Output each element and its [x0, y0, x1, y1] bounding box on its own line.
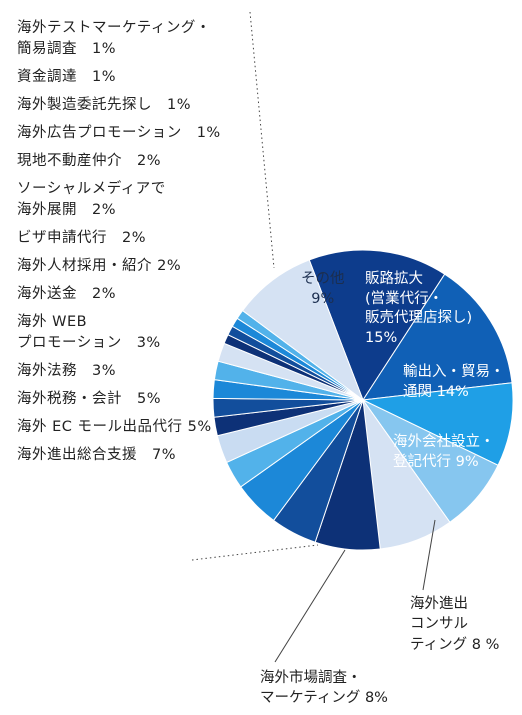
- leader-line: [422, 519, 436, 591]
- legend-item: 海外製造委託先探し 1%: [17, 97, 192, 114]
- legend-item: ビザ申請代行 2%: [17, 230, 147, 247]
- legend-item: 海外税務・会計 5%: [17, 391, 162, 408]
- slice-label-consulting: 海外進出 コンサル ティング 8 %: [410, 596, 500, 653]
- slice-label-market-research: 海外市場調査・ マーケティング 8%: [260, 670, 388, 707]
- legend-bracket-line: [191, 544, 319, 561]
- legend-item: 海外人材採用・紹介 2%: [17, 258, 182, 275]
- slice-label-import-export: 輸出入・貿易・ 通関 14%: [403, 364, 505, 400]
- legend-item: 海外法務 3%: [17, 363, 117, 380]
- legend-item: 現地不動産仲介 2%: [17, 153, 162, 170]
- legend-item: 資金調達 1%: [17, 69, 117, 86]
- legend-item: 海外送金 2%: [17, 286, 117, 303]
- pie-slice: [241, 259, 365, 402]
- pie-slice: [361, 382, 514, 466]
- legend-bracket-line: [249, 11, 275, 269]
- slice-label-other: その他 9%: [301, 271, 345, 307]
- legend-item: 海外進出総合支援 7%: [17, 447, 177, 464]
- slice-label-sales-expansion: 販路拡大 (営業代行・ 販売代理店探し) 15%: [365, 271, 473, 346]
- pie-slice: [362, 273, 513, 401]
- slice-label-company-setup: 海外会社設立・ 登記代行 9%: [393, 434, 495, 470]
- legend-item: 海外 WEB プロモーション 3%: [17, 314, 161, 352]
- legend-item: 海外広告プロモーション 1%: [17, 125, 221, 142]
- legend-item: ソーシャルメディアで 海外展開 2%: [17, 181, 166, 219]
- legend-item: 海外 EC モール出品代行 5%: [17, 419, 212, 436]
- leader-line: [274, 549, 346, 663]
- legend-item: 海外テストマーケティング・ 簡易調査 1%: [17, 20, 211, 58]
- legend: 海外テストマーケティング・ 簡易調査 1% 資金調達 1% 海外製造委託先探し …: [17, 18, 221, 473]
- pie-slice: [308, 249, 446, 402]
